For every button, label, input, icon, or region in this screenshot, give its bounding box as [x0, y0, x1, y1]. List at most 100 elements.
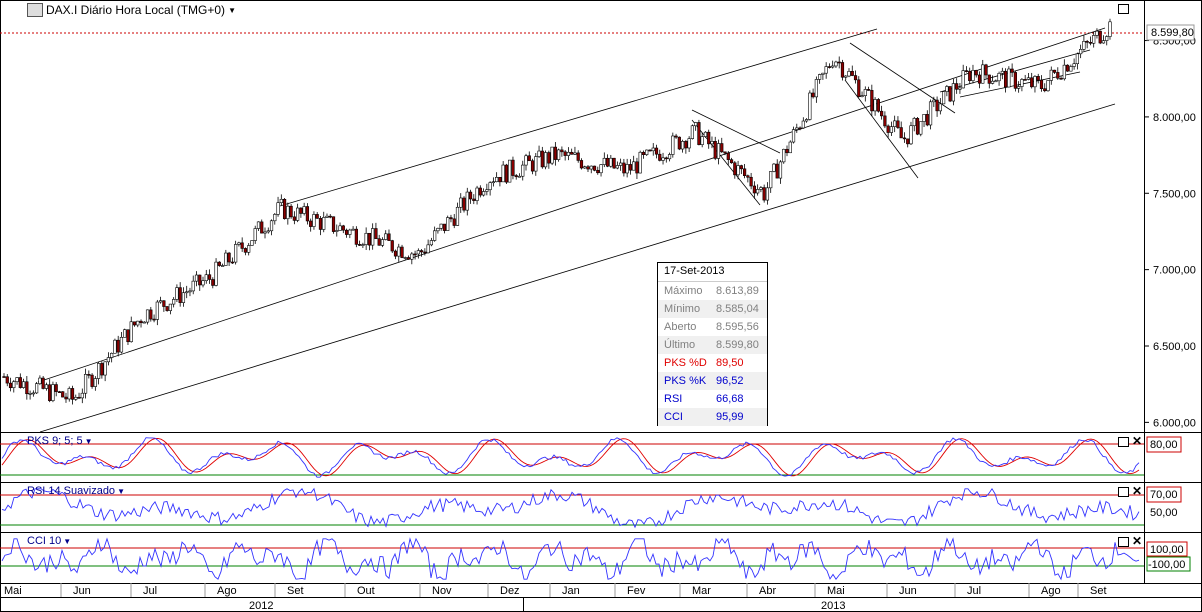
- candle-body: [328, 215, 332, 218]
- candle: [1000, 67, 1004, 80]
- candle-body: [827, 66, 832, 68]
- candle-body: [942, 91, 946, 105]
- candle: [684, 139, 688, 154]
- candle-body: [765, 187, 770, 201]
- candle-body: [348, 229, 352, 235]
- candle-body: [485, 189, 489, 192]
- candle-body: [707, 131, 711, 145]
- candle-body: [67, 388, 71, 400]
- candle: [123, 328, 127, 338]
- candle-body: [224, 252, 228, 266]
- candle-body: [436, 228, 440, 232]
- y-tick-label: 8.000,00: [1153, 112, 1196, 124]
- rsi-level-text: 70,00: [1150, 489, 1178, 501]
- pks-level-text: 80,00: [1150, 439, 1178, 451]
- candle-body: [674, 135, 678, 138]
- candle-body: [1000, 70, 1004, 74]
- candle: [886, 124, 890, 138]
- candle: [615, 161, 619, 170]
- cci-maximize-icon[interactable]: [1118, 537, 1129, 547]
- candle: [808, 90, 812, 121]
- rsi-dropdown-icon[interactable]: ▼: [117, 486, 125, 496]
- candle: [400, 244, 404, 259]
- candle-body: [273, 214, 277, 222]
- pks-close-icon[interactable]: ✕: [1132, 434, 1143, 448]
- candle-body: [97, 363, 101, 379]
- rsi-pane-label[interactable]: RSI 14 Suavizado ▼: [27, 485, 125, 497]
- candle-body: [818, 74, 822, 80]
- candle-body: [791, 129, 796, 143]
- candle-body: [759, 187, 763, 190]
- candle-body: [752, 185, 756, 194]
- rsi-maximize-icon[interactable]: [1118, 487, 1129, 497]
- maximize-icon[interactable]: [1118, 4, 1129, 14]
- candle-body: [498, 177, 502, 183]
- candle: [994, 79, 998, 83]
- candle: [876, 98, 880, 113]
- candle-body: [880, 110, 884, 117]
- candle: [553, 142, 557, 166]
- candle-body: [136, 320, 140, 326]
- candle: [739, 164, 743, 175]
- candle: [785, 145, 789, 157]
- candle: [938, 98, 942, 115]
- last-price-text: 8.599,80: [1151, 27, 1194, 39]
- pks-maximize-icon[interactable]: [1118, 437, 1129, 447]
- candle: [67, 386, 71, 402]
- candle-body: [1059, 77, 1063, 80]
- candle: [191, 275, 195, 295]
- candle: [690, 124, 694, 140]
- candle-body: [38, 377, 42, 384]
- candle: [964, 66, 969, 73]
- candle-body: [165, 306, 169, 311]
- data-window-value: 8.585,04: [716, 303, 759, 315]
- candle-body: [550, 146, 554, 164]
- candle-body: [220, 265, 225, 267]
- candle-body: [922, 114, 926, 122]
- candle: [547, 150, 551, 169]
- candle: [589, 165, 593, 174]
- candle: [113, 338, 117, 354]
- candle-body: [325, 215, 329, 218]
- candle: [576, 150, 580, 163]
- candle: [315, 212, 319, 219]
- candle: [87, 370, 91, 379]
- candle-body: [152, 318, 156, 321]
- candle-body: [521, 164, 525, 177]
- title-dropdown-icon[interactable]: ▼: [228, 5, 236, 15]
- candle: [811, 88, 815, 99]
- rsi-close-icon[interactable]: ✕: [1132, 484, 1143, 498]
- candle: [612, 157, 616, 169]
- candle-body: [90, 374, 94, 387]
- candle-body: [126, 329, 130, 343]
- candle-body: [41, 377, 45, 389]
- pks-pane-label[interactable]: PKS 9; 5; 5 ▼: [27, 435, 93, 447]
- chart-title-bar[interactable]: DAX.I Diário Hora Local (TMG+0) ▼: [27, 3, 236, 17]
- candle-body: [1056, 72, 1060, 79]
- candle-body: [576, 152, 580, 161]
- candle: [1088, 36, 1093, 46]
- candle: [468, 189, 473, 204]
- cci-close-icon[interactable]: ✕: [1132, 534, 1143, 548]
- candle: [880, 105, 884, 120]
- candle-body: [928, 101, 933, 126]
- candle-body: [772, 163, 776, 172]
- cci-lower-text: -100,00: [1148, 559, 1185, 571]
- pks-dropdown-icon[interactable]: ▼: [84, 436, 93, 446]
- candle-body: [93, 378, 97, 387]
- candle: [227, 251, 231, 267]
- candle: [41, 376, 45, 390]
- candle-body: [994, 80, 998, 83]
- candle: [912, 116, 916, 132]
- cci-pane-label[interactable]: CCI 10 ▼: [27, 535, 71, 547]
- candle-body: [449, 217, 453, 220]
- candle-body: [354, 228, 358, 245]
- candle: [83, 368, 88, 399]
- candle-body: [442, 223, 447, 231]
- candle-body: [28, 393, 32, 395]
- candle-body: [276, 202, 280, 215]
- candle: [358, 240, 362, 246]
- cci-dropdown-icon[interactable]: ▼: [63, 536, 72, 546]
- candle-body: [997, 73, 1001, 82]
